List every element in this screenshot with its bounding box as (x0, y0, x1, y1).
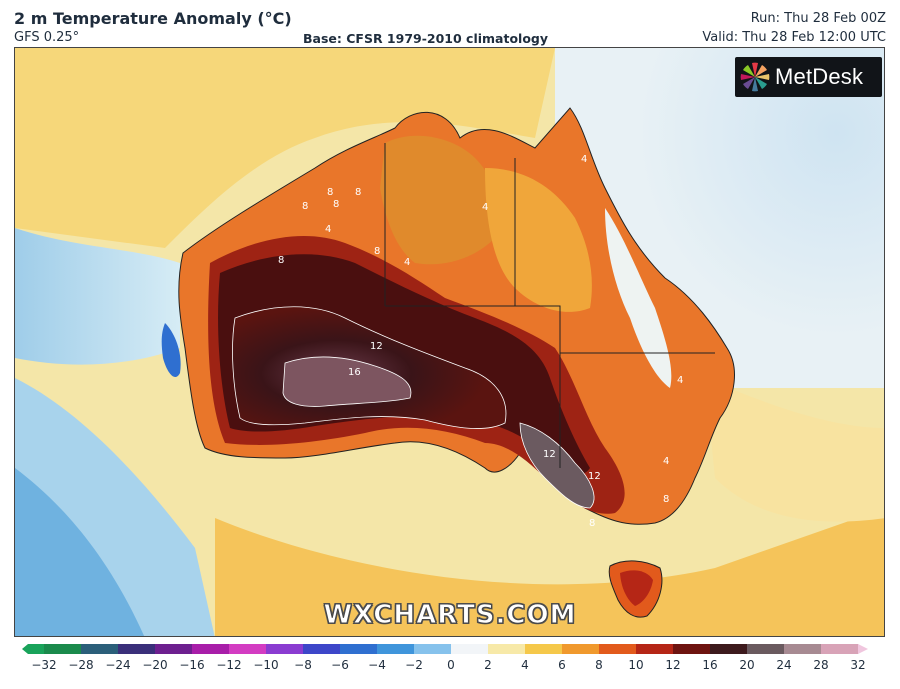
heat-core-16 (282, 356, 412, 407)
colorbar-segment (303, 644, 341, 654)
colorbar-tick-label: 16 (702, 658, 718, 672)
climatology-base-label: Base: CFSR 1979-2010 climatology (303, 31, 549, 46)
colorbar-segment (562, 644, 600, 654)
colorbar-tick-label: −32 (31, 658, 57, 672)
metdesk-logo-icon (740, 62, 770, 92)
colorbar-segment (340, 644, 378, 654)
contour-label: 12 (370, 341, 383, 352)
contour-label: 8 (302, 201, 308, 212)
colorbar-tick-label: 20 (739, 658, 755, 672)
colorbar-tick-label: −28 (68, 658, 94, 672)
colorbar-segment (81, 644, 119, 654)
colorbar-tick-label: 4 (521, 658, 529, 672)
valid-time-label: Valid: Thu 28 Feb 12:00 UTC (702, 30, 886, 45)
metdesk-logo: MetDesk (735, 57, 882, 97)
model-label: GFS 0.25° (14, 30, 80, 45)
colorbar-segment (784, 644, 822, 654)
north-ocean-warm (15, 48, 555, 248)
colorbar-tick-label: 32 (850, 658, 866, 672)
contour-label: 8 (589, 518, 595, 529)
nt-qld-border (514, 158, 561, 353)
colorbar-tick-label: −16 (179, 658, 205, 672)
metdesk-logo-text: MetDesk (775, 64, 864, 89)
contour-label: 8 (663, 494, 669, 505)
colorbar-segment (44, 644, 82, 654)
colorbar-tick-label: −2 (405, 658, 423, 672)
state-borders (384, 143, 715, 468)
contour-label: 4 (677, 375, 683, 386)
colorbar-tick-labels: −32 −28 −24 −20 −16 −12 −10 −8 −6 −4 −2 0 2 4 6 8 10 12 16… (0, 658, 900, 678)
run-time-label: Run: Thu 28 Feb 00Z (750, 11, 886, 26)
colorbar-segment (821, 644, 859, 654)
colorbar-segment (266, 644, 304, 654)
contour-label: 4 (325, 224, 331, 235)
colorbar-tick-label: −12 (216, 658, 242, 672)
contour-label: 8 (355, 187, 361, 198)
colorbar-tick-label: 8 (595, 658, 603, 672)
colorbar-tick-label: −6 (331, 658, 349, 672)
contour-label: 8 (278, 255, 284, 266)
colorbar-segment (710, 644, 748, 654)
colorbar-tick-label: 12 (665, 658, 681, 672)
colorbar-tick-label: 2 (484, 658, 492, 672)
colorbar-tick-label: 6 (558, 658, 566, 672)
colorbar-strip (22, 644, 868, 654)
colorbar-left-arrow (22, 644, 44, 654)
colorbar-segment (747, 644, 785, 654)
colorbar-segment (525, 644, 563, 654)
colorbar-segment (229, 644, 267, 654)
colorbar-tick-label: 24 (776, 658, 792, 672)
anomaly-map-canvas: 4 4 4 4 4 4 8 8 8 8 8 8 8 8 12 12 12 16 (15, 48, 884, 636)
colorbar-tick-label: 0 (447, 658, 455, 672)
colorbar-tick-label: −4 (368, 658, 386, 672)
colorbar-tick-label: −20 (142, 658, 168, 672)
colorbar-segment (118, 644, 156, 654)
southeast-ocean-mild (705, 378, 884, 522)
colorbar-tick-label: 28 (813, 658, 829, 672)
colorbar-tick-label: −10 (253, 658, 279, 672)
contour-label: 8 (327, 187, 333, 198)
west-coast-blue-patch (161, 323, 181, 378)
contour-label: 8 (374, 246, 380, 257)
colorbar-tick-label: −8 (294, 658, 312, 672)
contour-label: 16 (348, 367, 361, 378)
contour-label: 12 (588, 471, 601, 482)
colorbar-segment (599, 644, 637, 654)
contour-label: 12 (543, 449, 556, 460)
colorbar-tick-label: −24 (105, 658, 131, 672)
contour-label: 4 (663, 456, 669, 467)
colorbar-segment (673, 644, 711, 654)
contour-label: 4 (404, 257, 410, 268)
south-ocean-warm (215, 508, 884, 636)
contour-label: 4 (581, 154, 587, 165)
colorbar-segment (155, 644, 193, 654)
colorbar: −32 −28 −24 −20 −16 −12 −10 −8 −6 −4 −2 0 2 4 6 8 10 12 16… (0, 640, 900, 689)
colorbar-tick-label: 10 (628, 658, 644, 672)
east-heat-core (519, 422, 595, 509)
colorbar-segment (414, 644, 452, 654)
colorbar-segment (488, 644, 526, 654)
colorbar-segment (451, 644, 489, 654)
tasmania-core (620, 570, 653, 606)
west-coast-cool-strip (15, 228, 180, 365)
colorbar-segment (377, 644, 415, 654)
east-coast-cool-patch (605, 208, 672, 388)
colorbar-right-arrow (858, 644, 868, 654)
colorbar-segments (44, 644, 868, 654)
chart-title: 2 m Temperature Anomaly (°C) (14, 9, 292, 28)
anomaly-map: 4 4 4 4 4 4 8 8 8 8 8 8 8 8 12 12 12 16 (14, 47, 885, 637)
contour-label: 8 (333, 199, 339, 210)
wxcharts-watermark: WXCHARTS.COM (323, 600, 577, 631)
colorbar-segment (192, 644, 230, 654)
northeast-warm-patch (485, 168, 592, 312)
southwest-ocean-deep (15, 468, 145, 636)
colorbar-segment (636, 644, 674, 654)
contour-label: 4 (482, 202, 488, 213)
north-warm-patch (380, 135, 499, 265)
